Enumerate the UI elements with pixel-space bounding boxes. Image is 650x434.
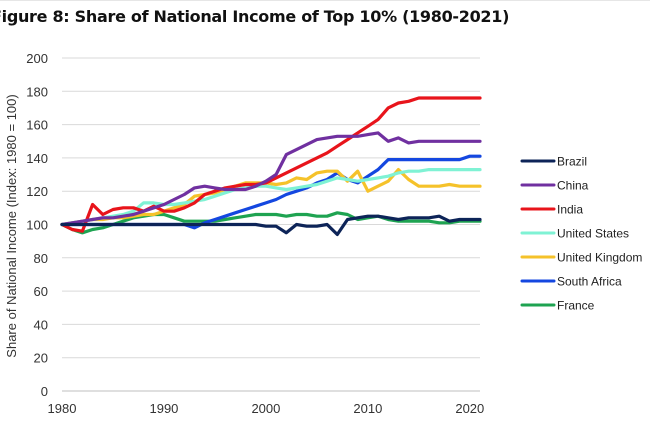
x-tick-label: 1990 bbox=[149, 401, 178, 416]
x-tick-label: 2000 bbox=[251, 401, 280, 416]
y-tick-label: 160 bbox=[26, 118, 48, 133]
y-tick-label: 60 bbox=[34, 284, 48, 299]
legend-item: United States bbox=[520, 227, 629, 241]
y-axis-label: Share of National Income (Index: 1980 = … bbox=[4, 94, 19, 357]
legend-item: China bbox=[520, 179, 589, 193]
series-line-brazil bbox=[60, 214, 482, 237]
legend-item: South Africa bbox=[520, 275, 622, 289]
legend-item: Brazil bbox=[520, 155, 587, 169]
y-tick-label: 20 bbox=[34, 351, 48, 366]
series-line-france bbox=[60, 211, 482, 235]
legend-label: China bbox=[557, 179, 589, 193]
y-tick-label: 40 bbox=[34, 317, 48, 332]
x-axis-ticks: 1980 1990 2000 2010 2020 bbox=[48, 401, 485, 416]
legend-item: India bbox=[520, 203, 583, 217]
legend-item: France bbox=[520, 299, 595, 313]
y-axis-ticks: 0 20 40 60 80 100 120 140 160 180 200 bbox=[26, 51, 48, 399]
legend: Brazil China India United States United King… bbox=[520, 155, 642, 313]
legend-label: South Africa bbox=[557, 275, 622, 289]
legend-label: France bbox=[557, 299, 595, 313]
legend-label: Brazil bbox=[557, 155, 587, 169]
series-line-india bbox=[60, 96, 482, 233]
series-line-united-kingdom bbox=[60, 168, 482, 227]
legend-label: United States bbox=[557, 227, 629, 241]
y-tick-label: 80 bbox=[34, 251, 48, 266]
y-tick-label: 200 bbox=[26, 51, 48, 66]
y-tick-label: 140 bbox=[26, 151, 48, 166]
x-tick-label: 1980 bbox=[48, 401, 77, 416]
chart-title: Figure 8: Share of National Income of To… bbox=[0, 7, 510, 26]
x-tick-label: 2010 bbox=[353, 401, 382, 416]
series-line-united-states bbox=[60, 168, 482, 227]
legend-label: India bbox=[557, 203, 583, 217]
legend-item: United Kingdom bbox=[520, 251, 642, 265]
x-tick-label: 2020 bbox=[455, 401, 484, 416]
top-border bbox=[0, 0, 650, 1]
gridlines bbox=[62, 57, 480, 392]
y-tick-label: 120 bbox=[26, 184, 48, 199]
y-tick-label: 100 bbox=[26, 218, 48, 233]
legend-label: United Kingdom bbox=[557, 251, 642, 265]
series-lines bbox=[60, 96, 482, 237]
y-tick-label: 0 bbox=[41, 384, 48, 399]
y-tick-label: 180 bbox=[26, 84, 48, 99]
series-line-china bbox=[60, 131, 482, 227]
